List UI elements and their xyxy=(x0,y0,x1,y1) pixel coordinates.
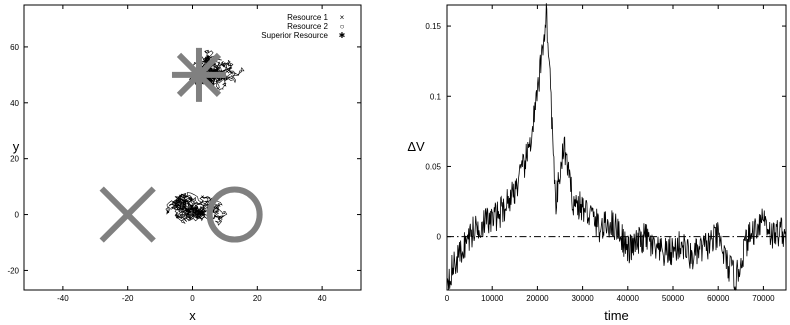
right-y-tick-label: 0.1 xyxy=(430,92,442,101)
legend-label: Superior Resource xyxy=(261,31,328,40)
legend-marker: × xyxy=(340,13,345,22)
delta-v-series-line xyxy=(446,3,787,291)
right-y-axis-label: ΔV xyxy=(407,139,425,154)
left-x-tick-label: -20 xyxy=(122,294,134,303)
right-y-tick-label: 0.05 xyxy=(425,162,441,171)
legend-marker: ✱ xyxy=(339,31,346,40)
resource-2-marker xyxy=(206,186,263,243)
left-plot-frame xyxy=(23,4,362,291)
trajectory-path-1 xyxy=(165,192,228,226)
left-y-tick-label: 0 xyxy=(15,211,20,220)
right-y-tick-label: 0 xyxy=(437,233,442,242)
right-x-axis-label: time xyxy=(604,308,629,323)
legend-label: Resource 1 xyxy=(287,13,328,22)
right-x-tick-label: 50000 xyxy=(662,294,685,303)
right-x-tick-label: 70000 xyxy=(752,294,775,303)
left-x-tick-label: 20 xyxy=(253,294,262,303)
left-y-tick-label: 60 xyxy=(10,43,19,52)
right-plot-frame xyxy=(446,4,787,291)
right-x-tick-label: 10000 xyxy=(481,294,504,303)
right-x-tick-label: 60000 xyxy=(707,294,730,303)
legend-label: Resource 2 xyxy=(287,22,328,31)
right-x-tick-label: 0 xyxy=(445,294,450,303)
right-x-tick-label: 20000 xyxy=(526,294,549,303)
left-y-tick-label: 40 xyxy=(10,99,19,108)
left-x-tick-label: 0 xyxy=(190,294,195,303)
right-x-tick-label: 30000 xyxy=(571,294,594,303)
right-y-tick-label: 0.15 xyxy=(425,22,441,31)
left-y-tick-label: 20 xyxy=(10,155,19,164)
left-x-tick-label: 40 xyxy=(318,294,327,303)
resource-1-marker xyxy=(99,186,156,243)
left-y-tick-label: -20 xyxy=(7,266,19,275)
left-y-axis-label: y xyxy=(13,139,20,154)
left-x-axis-label: x xyxy=(189,308,196,323)
legend-marker: ○ xyxy=(340,22,345,31)
left-x-tick-label: -40 xyxy=(57,294,69,303)
right-x-tick-label: 40000 xyxy=(617,294,640,303)
